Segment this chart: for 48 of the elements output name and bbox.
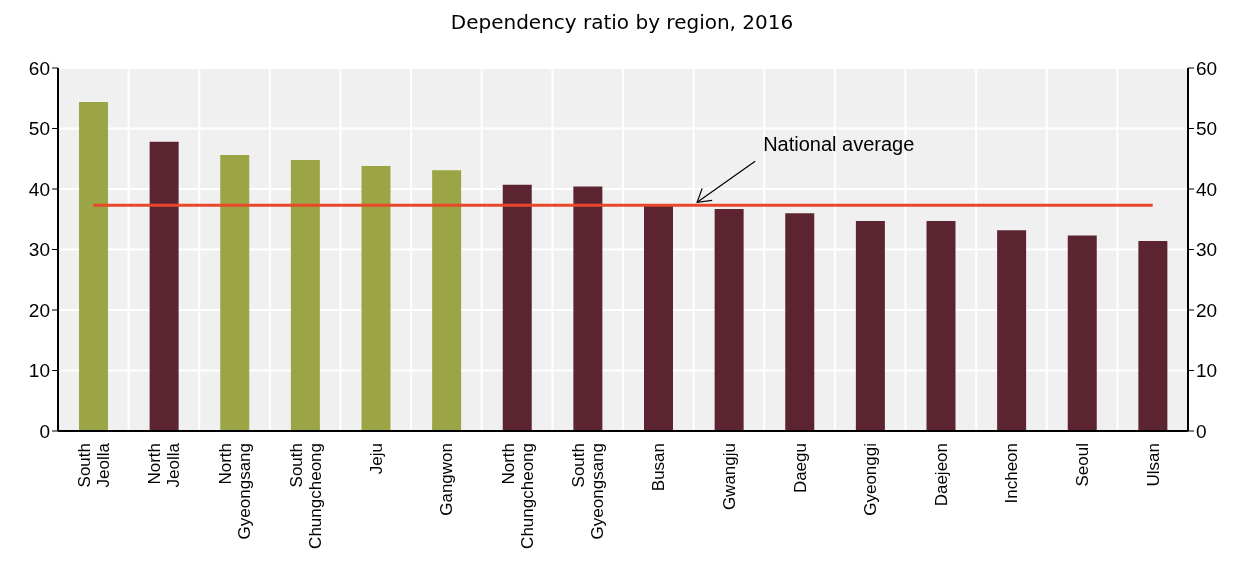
x-tick-label: Ulsan xyxy=(1143,443,1163,487)
y-tick-label: 60 xyxy=(28,57,50,79)
y2-tick-label: 50 xyxy=(1196,118,1218,140)
y2-tick-label: 30 xyxy=(1196,239,1218,261)
ref-line-label: National average xyxy=(763,133,915,156)
x-tick-label: Jeju xyxy=(366,443,386,475)
bar xyxy=(1067,235,1097,431)
bar xyxy=(926,221,956,431)
bar xyxy=(573,186,603,431)
chart-title: Dependency ratio by region, 2016 xyxy=(449,10,795,34)
y-tick-label: 50 xyxy=(28,118,50,140)
x-tick-label: Daejeon xyxy=(931,443,951,507)
x-tick-label: South Chungcheong xyxy=(286,443,325,549)
x-tick-label: Gangwon xyxy=(437,443,457,516)
x-tick-label: Gwangju xyxy=(719,443,739,511)
bar xyxy=(361,166,391,431)
y-tick-label: 10 xyxy=(28,360,50,382)
bar xyxy=(432,170,462,431)
x-tick-label: South Jeolla xyxy=(74,442,113,488)
bar xyxy=(644,204,673,431)
x-tick-label: Incheon xyxy=(1002,443,1022,504)
y2-tick-label: 0 xyxy=(1196,420,1207,442)
x-tick-label: Daegu xyxy=(790,443,810,494)
x-tick-label: Busan xyxy=(649,443,669,492)
y-tick-label: 0 xyxy=(39,420,50,442)
bar xyxy=(149,141,179,431)
bar xyxy=(1138,241,1168,431)
y2-tick-label: 60 xyxy=(1196,57,1218,79)
x-tick-label: Seoul xyxy=(1073,443,1093,487)
bar xyxy=(502,184,532,431)
y-tick-label: 20 xyxy=(28,299,50,321)
bar xyxy=(290,159,320,431)
y2-tick-label: 10 xyxy=(1196,360,1218,382)
y2-tick-label: 40 xyxy=(1196,178,1218,200)
bar xyxy=(79,101,108,431)
x-tick-label: South Gyeongsang xyxy=(569,443,608,540)
y-tick-label: 30 xyxy=(28,239,50,261)
x-tick-label: North Jeolla xyxy=(145,442,184,488)
x-tick-label: North Gyeongsang xyxy=(216,443,255,540)
x-tick-label: North Chungcheong xyxy=(498,443,537,549)
bar xyxy=(785,213,815,431)
bar xyxy=(220,155,250,431)
bar xyxy=(714,208,744,431)
bar xyxy=(855,221,885,431)
bar xyxy=(997,230,1027,431)
y-tick-label: 40 xyxy=(28,178,50,200)
y2-tick-label: 20 xyxy=(1196,299,1218,321)
x-tick-label: Gyeonggi xyxy=(861,443,881,516)
